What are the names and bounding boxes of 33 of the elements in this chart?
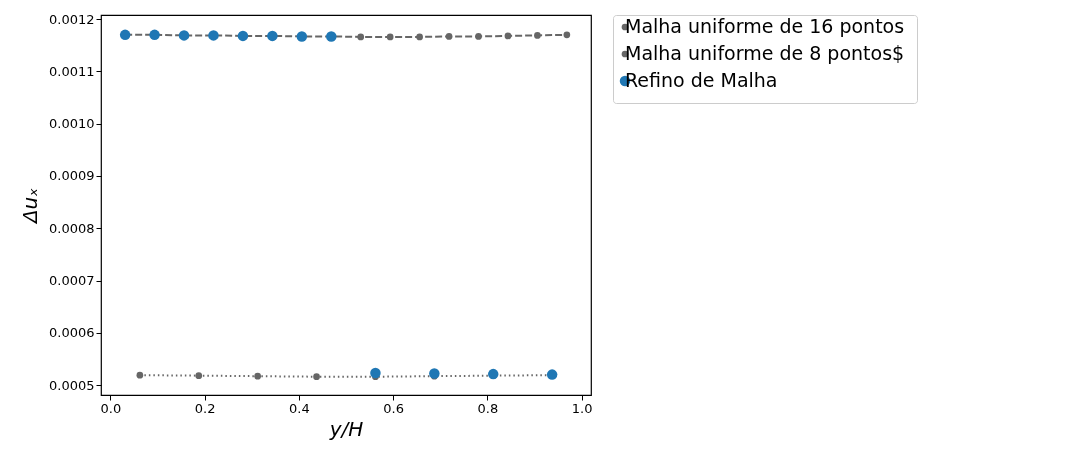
point: [136, 371, 144, 379]
y-tick-label: 0.0009: [49, 168, 95, 184]
y-tick-label: 0.0010: [49, 116, 95, 132]
point: [254, 372, 262, 380]
y-tick-label: 0.0011: [49, 63, 95, 79]
x-tick-label: 0.8: [477, 400, 499, 416]
point: [416, 33, 423, 41]
x-axis-title: y/H: [328, 416, 364, 441]
point: [313, 373, 320, 381]
y-tick-label: 0.0005: [49, 377, 95, 393]
x-tick-label: 0.4: [289, 400, 310, 416]
point: [386, 33, 394, 41]
point: [475, 33, 482, 40]
point: [445, 33, 453, 40]
x-tick-label: 0.2: [194, 400, 216, 416]
point: [563, 31, 571, 39]
y-tick-label: 0.0008: [49, 220, 95, 236]
y-tick-label: 0.0012: [49, 11, 95, 27]
y-axis-title: Δuₓ: [18, 187, 43, 226]
x-tick-label: 1.0: [571, 400, 593, 416]
point: [370, 367, 381, 379]
point: [357, 33, 365, 41]
x-tick-label: 0.0: [100, 400, 122, 416]
point: [429, 368, 440, 379]
point: [504, 32, 512, 40]
y-tick-label: 0.0007: [49, 273, 95, 289]
point: [534, 32, 541, 39]
legend-label: Malha uniforme de 8 pontos$: [625, 42, 905, 64]
x-tick-label: 0.6: [383, 400, 404, 416]
legend-label: Malha uniforme de 16 pontos: [625, 15, 905, 37]
y-tick-label: 0.0006: [49, 325, 95, 341]
point: [487, 368, 499, 380]
point: [195, 372, 203, 380]
